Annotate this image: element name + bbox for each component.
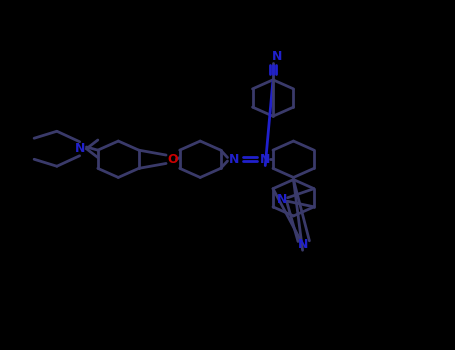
Text: N: N (229, 153, 239, 166)
Text: O: O (167, 153, 178, 166)
Text: N: N (260, 153, 270, 166)
Text: N: N (75, 142, 85, 155)
Text: N: N (273, 50, 283, 63)
Text: N: N (298, 238, 308, 252)
Text: N: N (277, 193, 287, 206)
